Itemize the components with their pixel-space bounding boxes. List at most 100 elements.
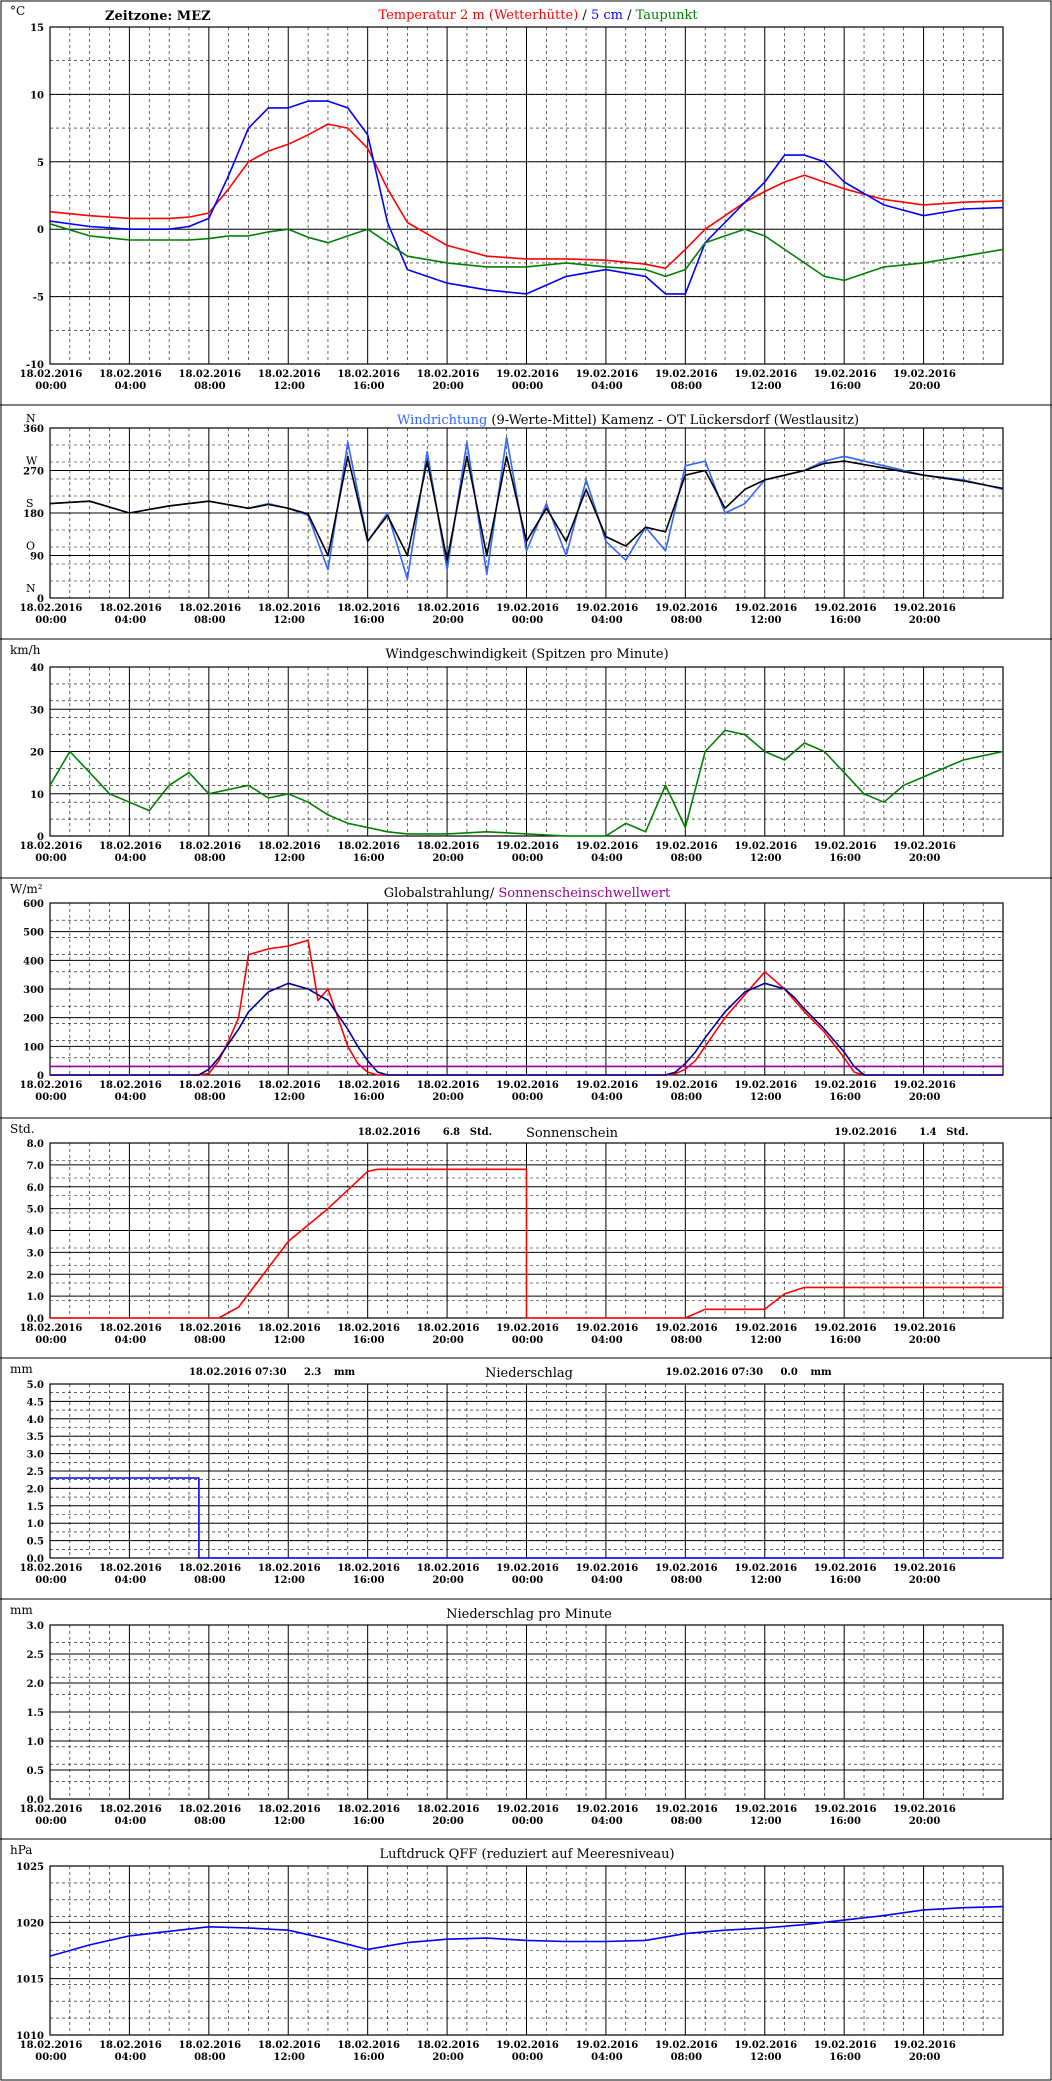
y-tick-label: 180 <box>23 509 44 520</box>
x-tick-time: 00:00 <box>35 1816 67 1827</box>
y-tick-label: 1.5 <box>27 1708 44 1719</box>
x-tick-date: 19.02.2016 <box>893 841 956 852</box>
annotation-value: 0.0 <box>780 1367 797 1378</box>
title-part: Taupunkt <box>636 8 699 23</box>
x-tick-date: 18.02.2016 <box>20 1080 83 1091</box>
x-tick-time: 12:00 <box>273 2052 305 2063</box>
x-tick-date: 19.02.2016 <box>496 1323 559 1334</box>
x-tick-time: 16:00 <box>353 2052 385 2063</box>
title-part: Windrichtung <box>397 413 487 428</box>
annotation-date: 19.02.2016 07:30 <box>665 1367 763 1378</box>
x-tick-time: 04:00 <box>591 1575 623 1586</box>
timezone-label: Zeitzone: MEZ <box>105 9 211 24</box>
x-tick-time: 00:00 <box>512 1575 544 1586</box>
x-tick-date: 18.02.2016 <box>337 2040 400 2051</box>
x-tick-time: 04:00 <box>115 615 147 626</box>
title-part: Niederschlag pro Minute <box>446 1607 612 1622</box>
y-tick-label: 1020 <box>16 1918 44 1929</box>
y-tick-label: 1025 <box>16 1862 44 1873</box>
y-tick-label: 20 <box>30 748 44 759</box>
x-tick-time: 16:00 <box>829 1575 861 1586</box>
x-tick-date: 18.02.2016 <box>179 1323 242 1334</box>
x-tick-time: 08:00 <box>194 853 226 864</box>
unit-label: km/h <box>10 643 41 657</box>
x-tick-date: 18.02.2016 <box>417 1563 480 1574</box>
y-direction-label: O <box>26 540 35 553</box>
x-tick-time: 00:00 <box>512 381 544 392</box>
annotation-unit: mm <box>334 1367 356 1378</box>
x-tick-date: 19.02.2016 <box>893 603 956 614</box>
x-tick-date: 18.02.2016 <box>258 1080 321 1091</box>
y-tick-label: -10 <box>26 360 44 371</box>
x-tick-date: 19.02.2016 <box>814 1080 877 1091</box>
x-tick-date: 19.02.2016 <box>576 841 639 852</box>
x-tick-date: 19.02.2016 <box>814 369 877 380</box>
x-tick-date: 19.02.2016 <box>496 1563 559 1574</box>
x-tick-time: 04:00 <box>115 1335 147 1346</box>
y-tick-label: 1.5 <box>27 1502 44 1513</box>
series-line-sonnenschein <box>50 1168 1003 1319</box>
y-tick-label: 2.5 <box>27 1467 44 1478</box>
annotation-date: 18.02.2016 07:30 <box>189 1367 287 1378</box>
x-tick-date: 18.02.2016 <box>20 1804 83 1815</box>
y-tick-label: 3.0 <box>27 1621 44 1632</box>
x-tick-time: 12:00 <box>750 1335 782 1346</box>
series-line-temperatur-2-m-wetterh-tte- <box>49 123 1004 270</box>
x-tick-date: 18.02.2016 <box>20 369 83 380</box>
x-tick-time: 00:00 <box>512 1092 544 1103</box>
y-direction-label: N <box>26 412 36 425</box>
x-tick-time: 04:00 <box>591 615 623 626</box>
x-tick-time: 12:00 <box>273 1816 305 1827</box>
x-tick-time: 16:00 <box>353 615 385 626</box>
x-tick-date: 19.02.2016 <box>655 1323 718 1334</box>
y-tick-label: 3.5 <box>27 1432 44 1443</box>
y-tick-label: 2.0 <box>27 1484 44 1495</box>
x-tick-date: 19.02.2016 <box>734 1080 797 1091</box>
wind_direction-chart: 090180270360NWSON18.02.201600:0018.02.20… <box>0 404 1052 626</box>
x-tick-time: 12:00 <box>750 1816 782 1827</box>
y-tick-label: 300 <box>23 985 44 996</box>
annotation-value: 2.3 <box>304 1367 321 1378</box>
series-line-sonnenscheinschwellwert <box>50 982 1003 1076</box>
x-tick-time: 16:00 <box>353 1335 385 1346</box>
x-tick-date: 19.02.2016 <box>814 1563 877 1574</box>
x-tick-time: 08:00 <box>194 615 226 626</box>
x-tick-time: 04:00 <box>115 381 147 392</box>
x-tick-date: 18.02.2016 <box>179 841 242 852</box>
series-line-niederschlag <box>50 1477 1003 1559</box>
x-tick-time: 00:00 <box>35 853 67 864</box>
x-tick-time: 04:00 <box>591 1092 623 1103</box>
x-tick-date: 18.02.2016 <box>258 603 321 614</box>
x-tick-date: 19.02.2016 <box>893 1804 956 1815</box>
x-tick-time: 04:00 <box>115 2052 147 2063</box>
x-tick-time: 20:00 <box>432 381 464 392</box>
x-tick-time: 00:00 <box>512 853 544 864</box>
y-tick-label: 2.0 <box>27 1679 44 1690</box>
x-tick-date: 18.02.2016 <box>99 1804 162 1815</box>
series-line-9-werte-mittel <box>49 455 1004 562</box>
x-tick-time: 20:00 <box>432 1575 464 1586</box>
x-tick-time: 20:00 <box>909 1335 941 1346</box>
x-tick-date: 18.02.2016 <box>337 369 400 380</box>
y-tick-label: 5.0 <box>27 1205 44 1216</box>
x-tick-time: 04:00 <box>115 853 147 864</box>
unit-label: mm <box>10 1603 33 1617</box>
x-tick-date: 19.02.2016 <box>496 841 559 852</box>
title-part: (9-Werte-Mittel) Kamenz - OT Lückersdorf… <box>487 413 859 428</box>
x-tick-date: 19.02.2016 <box>655 1563 718 1574</box>
x-tick-date: 18.02.2016 <box>258 369 321 380</box>
x-tick-time: 12:00 <box>750 2052 782 2063</box>
title-part: 5 cm <box>591 8 623 23</box>
x-tick-date: 18.02.2016 <box>417 369 480 380</box>
y-tick-label: 90 <box>30 552 44 563</box>
x-tick-date: 18.02.2016 <box>99 1323 162 1334</box>
y-direction-label: W <box>26 455 38 468</box>
x-tick-time: 00:00 <box>35 1092 67 1103</box>
x-tick-time: 16:00 <box>829 2052 861 2063</box>
x-tick-time: 08:00 <box>194 381 226 392</box>
y-direction-label: N <box>26 582 36 595</box>
x-tick-time: 16:00 <box>353 1092 385 1103</box>
x-tick-time: 00:00 <box>35 381 67 392</box>
x-tick-time: 00:00 <box>35 2052 67 2063</box>
x-tick-date: 19.02.2016 <box>496 2040 559 2051</box>
